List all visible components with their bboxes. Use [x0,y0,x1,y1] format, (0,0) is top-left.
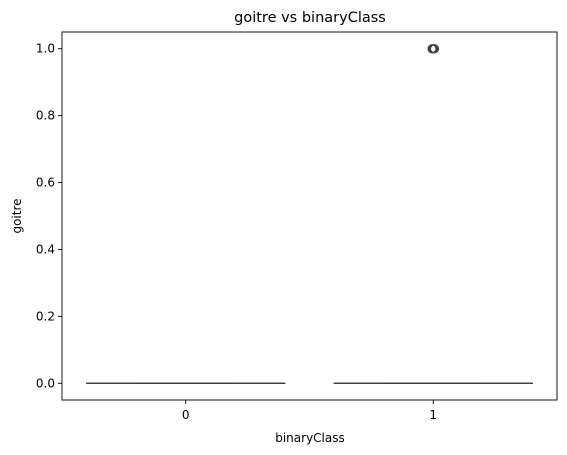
y-tick-label: 0.0 [36,376,55,390]
y-tick-label: 0.2 [36,309,55,323]
chart-title: goitre vs binaryClass [234,10,386,26]
y-tick-label: 0.4 [36,242,55,256]
box-marks [86,44,533,384]
y-axis: 0.0 0.2 0.4 0.6 0.8 1.0 [36,42,62,390]
y-tick-label: 0.6 [36,176,55,190]
x-tick-label: 0 [182,408,190,422]
plot-frame [61,31,558,401]
outlier-point-1-0-3 [429,44,440,54]
x-axis-label: binaryClass [275,431,345,445]
y-tick-label: 0.8 [36,109,55,123]
y-axis-label: goitre [10,198,24,233]
x-tick-label: 1 [429,408,437,422]
y-tick-label: 1.0 [36,42,55,56]
